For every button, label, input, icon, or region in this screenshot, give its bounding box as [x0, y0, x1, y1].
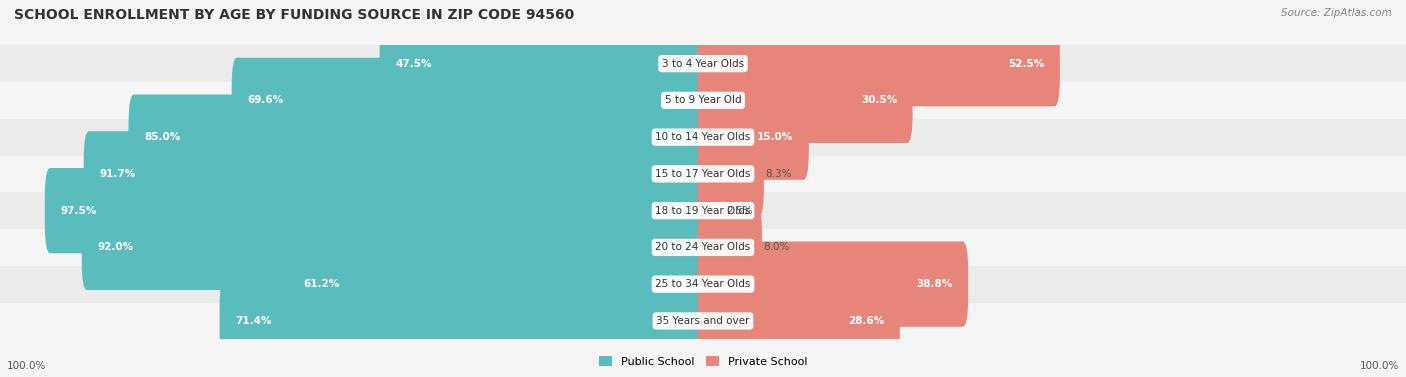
Text: 100.0%: 100.0%	[1360, 361, 1399, 371]
FancyBboxPatch shape	[84, 131, 709, 216]
Text: 61.2%: 61.2%	[304, 279, 339, 289]
Text: 91.7%: 91.7%	[98, 169, 135, 179]
Text: 69.6%: 69.6%	[247, 95, 283, 106]
Text: Source: ZipAtlas.com: Source: ZipAtlas.com	[1281, 8, 1392, 18]
Text: 100.0%: 100.0%	[7, 361, 46, 371]
Text: 92.0%: 92.0%	[97, 242, 134, 253]
Text: 10 to 14 Year Olds: 10 to 14 Year Olds	[655, 132, 751, 142]
Bar	[0, 155, 1406, 192]
Text: 38.8%: 38.8%	[917, 279, 953, 289]
Text: 47.5%: 47.5%	[395, 58, 432, 69]
FancyBboxPatch shape	[288, 242, 709, 327]
FancyBboxPatch shape	[697, 21, 1060, 106]
Text: 52.5%: 52.5%	[1008, 58, 1045, 69]
Text: 8.3%: 8.3%	[765, 169, 792, 179]
Text: 28.6%: 28.6%	[848, 316, 884, 326]
Text: 15.0%: 15.0%	[758, 132, 793, 142]
FancyBboxPatch shape	[232, 58, 709, 143]
FancyBboxPatch shape	[219, 278, 709, 363]
FancyBboxPatch shape	[697, 95, 808, 180]
Text: 25 to 34 Year Olds: 25 to 34 Year Olds	[655, 279, 751, 289]
FancyBboxPatch shape	[697, 58, 912, 143]
Bar	[0, 82, 1406, 119]
Text: 97.5%: 97.5%	[60, 205, 97, 216]
Text: 71.4%: 71.4%	[235, 316, 271, 326]
Bar	[0, 119, 1406, 155]
Bar	[0, 192, 1406, 229]
Bar	[0, 229, 1406, 266]
Text: 85.0%: 85.0%	[143, 132, 180, 142]
Bar	[0, 302, 1406, 339]
Bar	[0, 266, 1406, 302]
FancyBboxPatch shape	[380, 21, 709, 106]
Text: 30.5%: 30.5%	[860, 95, 897, 106]
Bar	[0, 45, 1406, 82]
Text: 35 Years and over: 35 Years and over	[657, 316, 749, 326]
Text: 20 to 24 Year Olds: 20 to 24 Year Olds	[655, 242, 751, 253]
FancyBboxPatch shape	[697, 205, 762, 290]
Text: 5 to 9 Year Old: 5 to 9 Year Old	[665, 95, 741, 106]
Text: SCHOOL ENROLLMENT BY AGE BY FUNDING SOURCE IN ZIP CODE 94560: SCHOOL ENROLLMENT BY AGE BY FUNDING SOUR…	[14, 8, 574, 21]
FancyBboxPatch shape	[697, 168, 725, 253]
Text: 2.5%: 2.5%	[727, 205, 754, 216]
FancyBboxPatch shape	[128, 95, 709, 180]
FancyBboxPatch shape	[697, 278, 900, 363]
Text: 8.0%: 8.0%	[763, 242, 790, 253]
Text: 18 to 19 Year Olds: 18 to 19 Year Olds	[655, 205, 751, 216]
FancyBboxPatch shape	[82, 205, 709, 290]
Text: 15 to 17 Year Olds: 15 to 17 Year Olds	[655, 169, 751, 179]
FancyBboxPatch shape	[697, 131, 763, 216]
Legend: Public School, Private School: Public School, Private School	[595, 352, 811, 371]
FancyBboxPatch shape	[697, 242, 969, 327]
FancyBboxPatch shape	[45, 168, 709, 253]
Text: 3 to 4 Year Olds: 3 to 4 Year Olds	[662, 58, 744, 69]
